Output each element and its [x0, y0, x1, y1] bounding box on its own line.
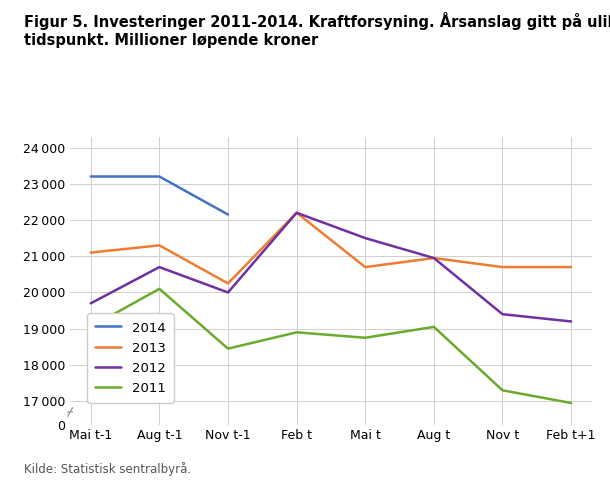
2011: [224, 346, 232, 351]
2011: [293, 329, 300, 335]
2012: [156, 264, 163, 270]
2013: [362, 264, 369, 270]
2013: [567, 264, 575, 270]
2013: [87, 250, 95, 256]
2011: [499, 387, 506, 393]
2012: [362, 235, 369, 241]
Line: 2012: 2012: [91, 213, 571, 322]
2013: [293, 210, 300, 216]
Line: 2014: 2014: [91, 177, 228, 215]
2012: [430, 255, 437, 261]
2014: [224, 212, 232, 218]
2011: [362, 335, 369, 341]
2011: [430, 324, 437, 330]
2012: [87, 301, 95, 306]
2013: [224, 281, 232, 286]
2012: [224, 289, 232, 295]
Legend: 2014, 2013, 2012, 2011: 2014, 2013, 2012, 2011: [87, 313, 174, 403]
Line: 2013: 2013: [91, 213, 571, 284]
2011: [87, 324, 95, 330]
2011: [156, 286, 163, 292]
2013: [430, 255, 437, 261]
2013: [499, 264, 506, 270]
2012: [567, 319, 575, 325]
2011: [567, 400, 575, 406]
2012: [293, 210, 300, 216]
Text: Kilde: Statistisk sentralbyrå.: Kilde: Statistisk sentralbyrå.: [24, 462, 192, 476]
2013: [156, 243, 163, 248]
Line: 2011: 2011: [91, 289, 571, 403]
2014: [87, 174, 95, 180]
2014: [156, 174, 163, 180]
2012: [499, 311, 506, 317]
Text: Figur 5. Investeringer 2011-2014. Kraftforsyning. Årsanslag gitt på ulike
tidspu: Figur 5. Investeringer 2011-2014. Kraftf…: [24, 12, 610, 48]
